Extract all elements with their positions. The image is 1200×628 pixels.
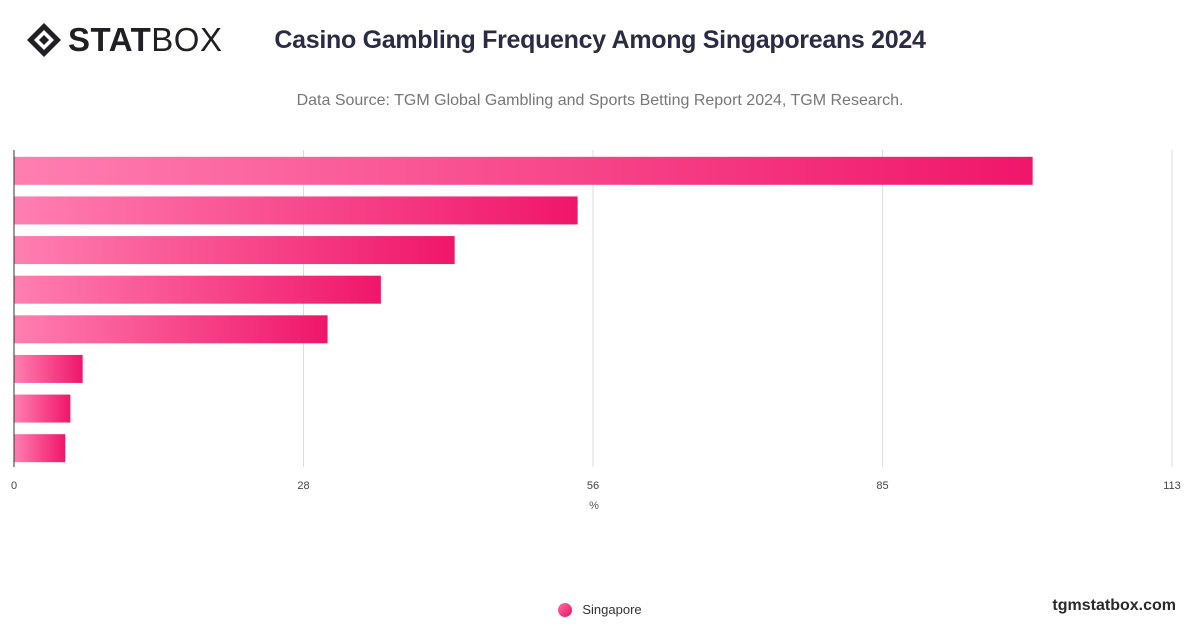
- statbox-logo: STATBOX: [26, 22, 222, 58]
- x-tick-label: 28: [297, 480, 309, 492]
- bar[interactable]: [14, 315, 328, 344]
- statbox-diamond-icon: [27, 23, 61, 57]
- bar[interactable]: [14, 394, 71, 423]
- legend-label-singapore: Singapore: [582, 602, 642, 617]
- x-tick-labels: 0 28 56 85 113: [11, 480, 1181, 492]
- bar[interactable]: [14, 196, 578, 225]
- bar[interactable]: [14, 434, 66, 463]
- x-tick-label: 113: [1163, 480, 1181, 492]
- logo-text-bold: STAT: [68, 21, 152, 58]
- bar[interactable]: [14, 156, 1033, 185]
- x-tick-label: 56: [587, 480, 599, 492]
- x-tick-label: 0: [11, 480, 17, 492]
- logo-text: STATBOX: [68, 22, 222, 58]
- source-credit: tgmstatbox.com: [1052, 597, 1176, 614]
- x-axis-label: %: [589, 500, 599, 512]
- logo-text-light: BOX: [151, 21, 223, 58]
- chart-subtitle: Data Source: TGM Global Gambling and Spo…: [296, 92, 904, 109]
- chart-title: Casino Gambling Frequency Among Singapor…: [274, 26, 926, 54]
- bar[interactable]: [14, 275, 381, 304]
- bar[interactable]: [14, 354, 83, 383]
- legend[interactable]: Singapore: [0, 602, 1200, 617]
- legend-dot-icon: [558, 602, 573, 617]
- x-tick-label: 85: [876, 480, 888, 492]
- bars: [14, 156, 1033, 463]
- bar[interactable]: [14, 236, 455, 265]
